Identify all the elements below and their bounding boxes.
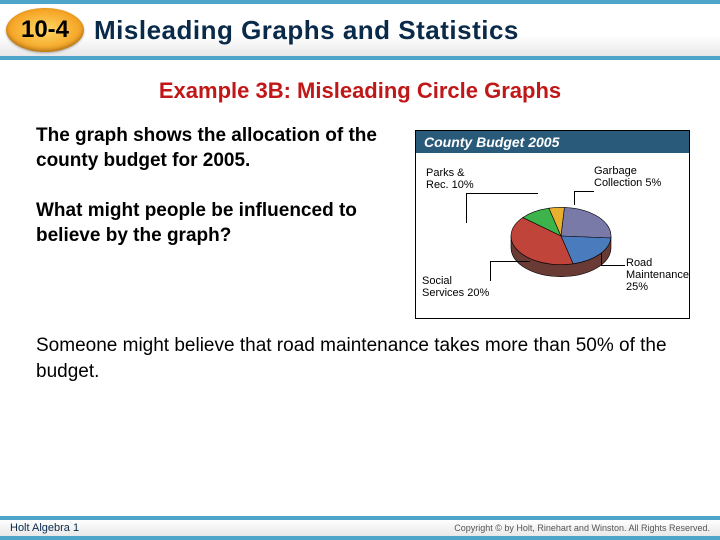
- prompt-paragraph-1: The graph shows the allocation of the co…: [36, 124, 395, 173]
- slide-footer: Holt Algebra 1 Copyright © by Holt, Rine…: [0, 516, 720, 540]
- leader-line: [574, 191, 575, 205]
- pie-chart: [506, 191, 616, 286]
- slice-label-social: SocialServices 20%: [422, 275, 489, 299]
- slice-label-parks: Parks &Rec. 10%: [426, 167, 474, 191]
- section-badge: 10-4: [6, 8, 84, 52]
- footer-left: Holt Algebra 1: [10, 522, 79, 534]
- example-heading: Example 3B: Misleading Circle Graphs: [0, 78, 720, 104]
- prompt-paragraph-2: What might people be influenced to belie…: [36, 199, 395, 248]
- answer-text: Someone might believe that road maintena…: [0, 319, 720, 384]
- slice-label-garbage: GarbageCollection 5%: [594, 165, 661, 189]
- chart-column: County Budget 2005 Parks &Rec. 10% Garba…: [415, 124, 690, 319]
- slice-label-road: RoadMaintenance25%: [626, 257, 689, 293]
- header-title: Misleading Graphs and Statistics: [94, 15, 519, 46]
- pie-chart-box: County Budget 2005 Parks &Rec. 10% Garba…: [415, 130, 690, 319]
- text-column: The graph shows the allocation of the co…: [36, 124, 395, 319]
- leader-line: [490, 261, 530, 262]
- leader-line: [466, 193, 467, 223]
- leader-line: [490, 261, 491, 281]
- section-number: 10-4: [21, 16, 69, 44]
- slide-header: 10-4 Misleading Graphs and Statistics: [0, 0, 720, 60]
- leader-line: [601, 253, 602, 265]
- content-row: The graph shows the allocation of the co…: [0, 104, 720, 319]
- leader-line: [601, 265, 625, 266]
- chart-title: County Budget 2005: [416, 131, 689, 153]
- chart-body: Parks &Rec. 10% GarbageCollection 5% Roa…: [416, 153, 689, 318]
- leader-line: [466, 193, 538, 194]
- leader-line: [574, 191, 594, 192]
- footer-right: Copyright © by Holt, Rinehart and Winsto…: [454, 523, 710, 533]
